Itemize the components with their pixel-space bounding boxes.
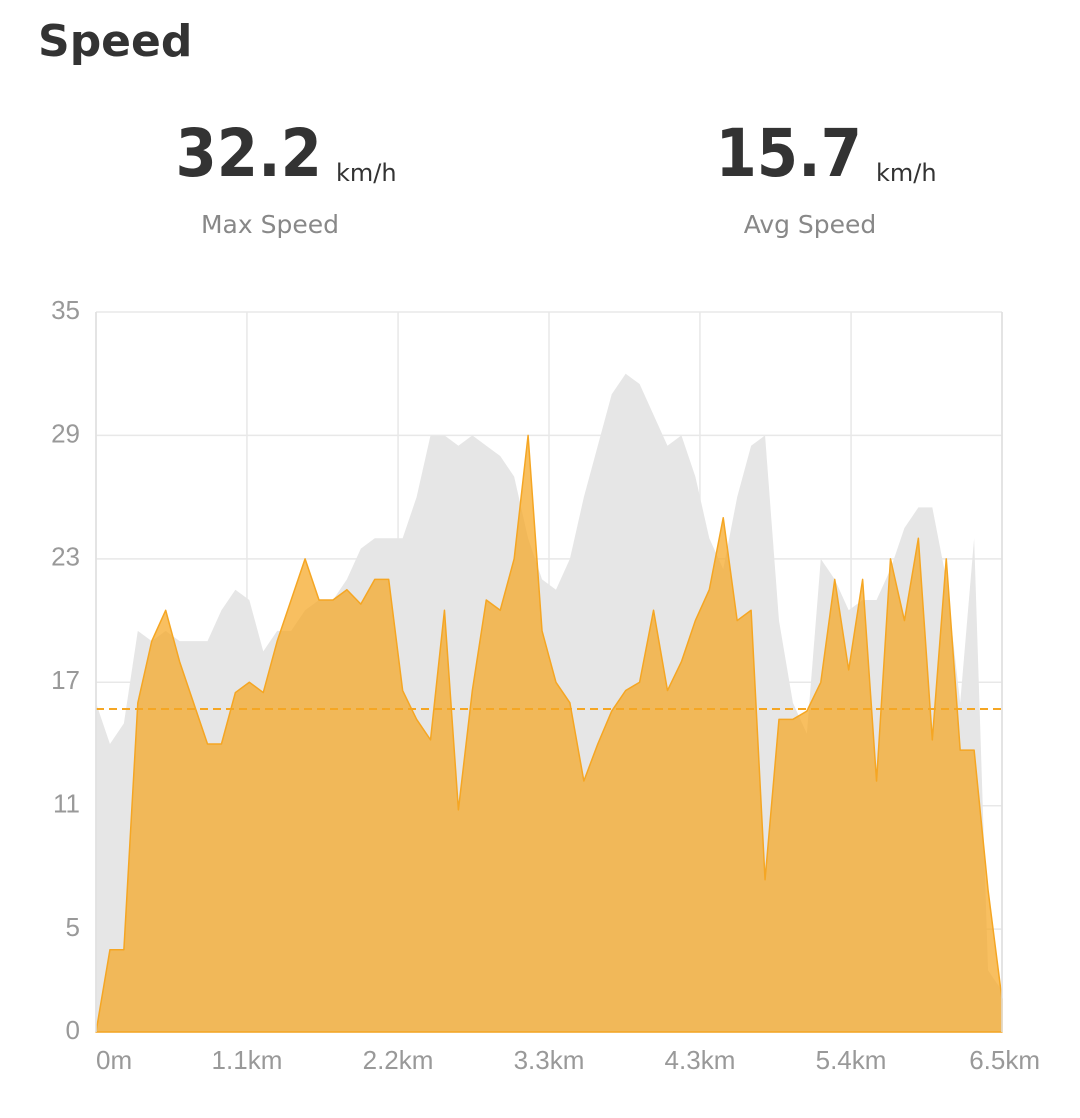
y-tick-label: 0 [66, 1015, 80, 1045]
x-tick-label: 4.3km [665, 1045, 736, 1075]
avg-speed-unit: km/h [876, 159, 937, 187]
max-speed-label: Max Speed [201, 210, 339, 239]
x-tick-label: 5.4km [816, 1045, 887, 1075]
x-tick-label: 2.2km [363, 1045, 434, 1075]
x-tick-label: 0m [96, 1045, 132, 1075]
y-tick-label: 11 [53, 789, 80, 819]
x-tick-label: 6.5km [969, 1045, 1040, 1075]
x-tick-label: 1.1km [212, 1045, 283, 1075]
y-tick-label: 29 [51, 418, 80, 448]
y-tick-label: 17 [51, 665, 80, 695]
y-tick-label: 23 [51, 542, 80, 572]
x-tick-label: 3.3km [514, 1045, 585, 1075]
y-tick-label: 35 [51, 295, 80, 325]
y-tick-label: 5 [66, 912, 80, 942]
max-speed-value: 32.2 [175, 115, 322, 192]
max-speed-unit: km/h [336, 159, 397, 187]
avg-speed-value: 15.7 [715, 115, 862, 192]
page-title: Speed [38, 16, 192, 67]
avg-speed-label: Avg Speed [744, 210, 877, 239]
speed-area [95, 434, 1003, 1033]
